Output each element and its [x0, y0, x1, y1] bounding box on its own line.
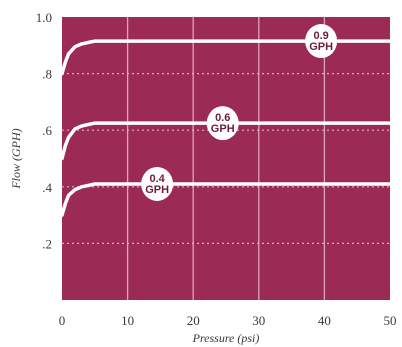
series-lines	[60, 39, 392, 217]
y-tick-label: .6	[42, 123, 52, 138]
series-label-text: GPH	[211, 123, 235, 135]
series-label-badge	[206, 106, 239, 141]
series-label-text: 0.4	[149, 173, 165, 185]
x-tick-label: 40	[318, 313, 331, 328]
grid-lines	[62, 17, 390, 300]
series-label-badge	[305, 24, 338, 59]
y-tick-label: .2	[42, 236, 52, 251]
series-label-text: GPH	[145, 184, 169, 196]
y-tick-label: 1.0	[36, 10, 52, 25]
x-tick-label: 10	[121, 313, 134, 328]
y-tick-label: .8	[42, 67, 52, 82]
x-tick-label: 20	[187, 313, 200, 328]
series-line	[60, 121, 392, 161]
x-tick-label: 30	[252, 313, 265, 328]
x-tick-labels: 0 10 20 30 40 50	[59, 313, 397, 328]
series-line	[60, 182, 392, 217]
y-tick-label: .4	[42, 180, 52, 195]
y-axis-title: Flow (GPH)	[9, 128, 23, 189]
series-line	[60, 39, 392, 76]
x-tick-label: 0	[59, 313, 66, 328]
series-label-badge	[141, 166, 174, 201]
x-tick-label: 50	[384, 313, 397, 328]
y-tick-labels: .2 .4 .6 .8 1.0	[36, 10, 53, 251]
series-label-text: 0.9	[313, 30, 328, 42]
series-label-text: GPH	[309, 41, 333, 53]
plot-area	[62, 17, 390, 300]
x-axis-title: Pressure (psi)	[192, 331, 260, 345]
series-label-text: 0.6	[215, 112, 230, 124]
